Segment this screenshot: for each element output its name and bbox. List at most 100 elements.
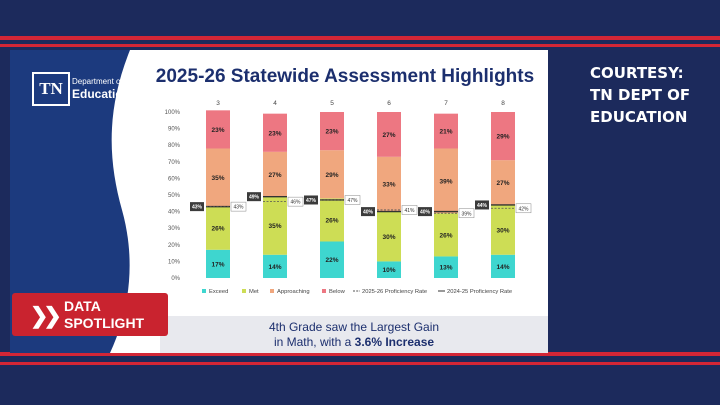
bar-value-label: 26% [325, 217, 338, 224]
legend-swatch [322, 289, 326, 293]
bar-segment-met [263, 196, 287, 255]
top-stripe-thick [0, 44, 720, 47]
double-chevron-icon: ❯❯ [30, 303, 62, 328]
bar-value-label: 21% [439, 129, 452, 136]
education-label: Education [72, 87, 131, 101]
y-tick-label: 20% [168, 243, 181, 249]
proficiency-2025-26-badge [418, 207, 432, 217]
bottom-stripe-thin [0, 362, 720, 365]
slide-title: 2025-26 Statewide Assessment Highlights [155, 66, 535, 87]
proficiency-2024-25-label: 42% [518, 206, 529, 212]
proficiency-2025-26-badge [247, 192, 261, 202]
legend-label: Exceed [209, 289, 228, 295]
bar-segment-below [320, 112, 344, 151]
y-tick-label: 40% [168, 210, 181, 216]
proficiency-2024-25-label: 41% [404, 208, 415, 214]
bar-segment-exceed [434, 256, 458, 278]
x-category-label: 3 [216, 100, 220, 107]
proficiency-2024-25-badge [515, 203, 532, 214]
bar-segment-approaching [377, 156, 401, 212]
y-tick-label: 10% [168, 259, 181, 265]
bar-segment-met [377, 211, 401, 262]
bar-value-label: 14% [268, 264, 281, 271]
y-tick-label: 60% [168, 176, 181, 182]
proficiency-2024-25-badge [458, 208, 475, 219]
bar-value-label: 27% [496, 180, 509, 187]
tn-logo-mark: TN [32, 72, 70, 106]
y-tick-label: 30% [168, 226, 181, 232]
bar-value-label: 29% [325, 172, 338, 179]
proficiency-2025-26-label: 44% [477, 203, 488, 209]
bar-segment-approaching [320, 150, 344, 199]
bar-value-label: 26% [439, 232, 452, 239]
legend-swatch [202, 289, 206, 293]
x-category-label: 5 [330, 100, 334, 107]
bar-segment-met [206, 206, 230, 250]
proficiency-2025-26-badge [361, 207, 375, 217]
bar-segment-exceed [263, 254, 287, 278]
bar-segment-exceed [320, 241, 344, 278]
bar-segment-exceed [377, 261, 401, 278]
bar-value-label: 35% [211, 175, 224, 182]
x-category-label: 7 [444, 100, 448, 107]
x-category-label: 8 [501, 100, 505, 107]
y-tick-label: 50% [168, 193, 181, 199]
bar-value-label: 35% [268, 223, 281, 230]
proficiency-2024-25-label: 43% [233, 205, 244, 211]
y-tick-label: 100% [165, 110, 181, 116]
bar-segment-below [377, 112, 401, 157]
legend-label: 2025-26 Proficiency Rate [362, 289, 427, 295]
courtesy-line-1: COURTESY: [590, 64, 684, 82]
caption-line-1: 4th Grade saw the Largest Gain [268, 320, 440, 334]
stacked-bar-chart: 0% 10% 20% 30% 40% 50% 60% 70% 80% 90% 100% 3 17% 26%… [165, 100, 532, 295]
legend-swatch [270, 289, 274, 293]
bar-segment-met [434, 213, 458, 257]
proficiency-2024-25-label: 47% [347, 198, 358, 204]
bar-segment-exceed [491, 254, 515, 278]
spotlight-line-1: DATA [64, 298, 101, 314]
legend-label: Met [249, 289, 259, 295]
x-category-label: 6 [387, 100, 391, 107]
bar-value-label: 23% [268, 130, 281, 137]
spotlight-line-2: SPOTLIGHT [64, 315, 145, 331]
bar-value-label: 27% [268, 172, 281, 179]
courtesy-line-3: EDUCATION [590, 108, 688, 126]
bar-segment-approaching [263, 151, 287, 197]
proficiency-2025-26-badge [475, 200, 489, 210]
bar-segment-approaching [491, 160, 515, 205]
proficiency-2024-25-label: 46% [290, 200, 301, 206]
legend-label: 2024-25 Proficiency Rate [447, 289, 512, 295]
caption-highlight: 3.6% Increase [354, 335, 435, 349]
bar-value-label: 26% [211, 226, 224, 233]
courtesy-line-2: TN DEPT OF [590, 86, 691, 104]
bar-segment-met [491, 204, 515, 255]
slide-blue-wave [10, 50, 130, 353]
proficiency-2024-25-label: 39% [461, 211, 472, 217]
y-tick-label: 70% [168, 160, 181, 166]
x-category-label: 4 [273, 100, 277, 107]
proficiency-2024-25-badge [287, 196, 304, 207]
proficiency-2025-26-badge [304, 195, 318, 205]
bar-segment-approaching [434, 148, 458, 214]
proficiency-2025-26-label: 43% [192, 205, 203, 211]
bar-value-label: 33% [382, 182, 395, 189]
legend-label: Below [329, 289, 346, 295]
bar-value-label: 13% [439, 265, 452, 272]
dept-of-label: Department of [72, 77, 123, 86]
proficiency-2024-25-badge [344, 195, 361, 205]
top-stripe-thin [0, 36, 720, 40]
y-tick-label: 80% [168, 143, 181, 149]
bar-segment-met [320, 198, 344, 242]
proficiency-2024-25-badge [401, 205, 418, 215]
bar-value-label: 23% [325, 129, 338, 136]
caption-line-2-prefix: in Math, with a [273, 335, 355, 349]
bar-segment-below [206, 110, 230, 149]
bar-segment-below [263, 113, 287, 152]
bar-value-label: 39% [439, 178, 452, 185]
caption-line-2: in Math, with a 3.6% Increase [160, 335, 548, 350]
proficiency-2025-26-label: 40% [363, 210, 374, 216]
legend-label: Approaching [277, 289, 310, 295]
bar-value-label: 23% [211, 127, 224, 134]
y-tick-label: 90% [168, 127, 181, 133]
bar-value-label: 29% [496, 134, 509, 141]
